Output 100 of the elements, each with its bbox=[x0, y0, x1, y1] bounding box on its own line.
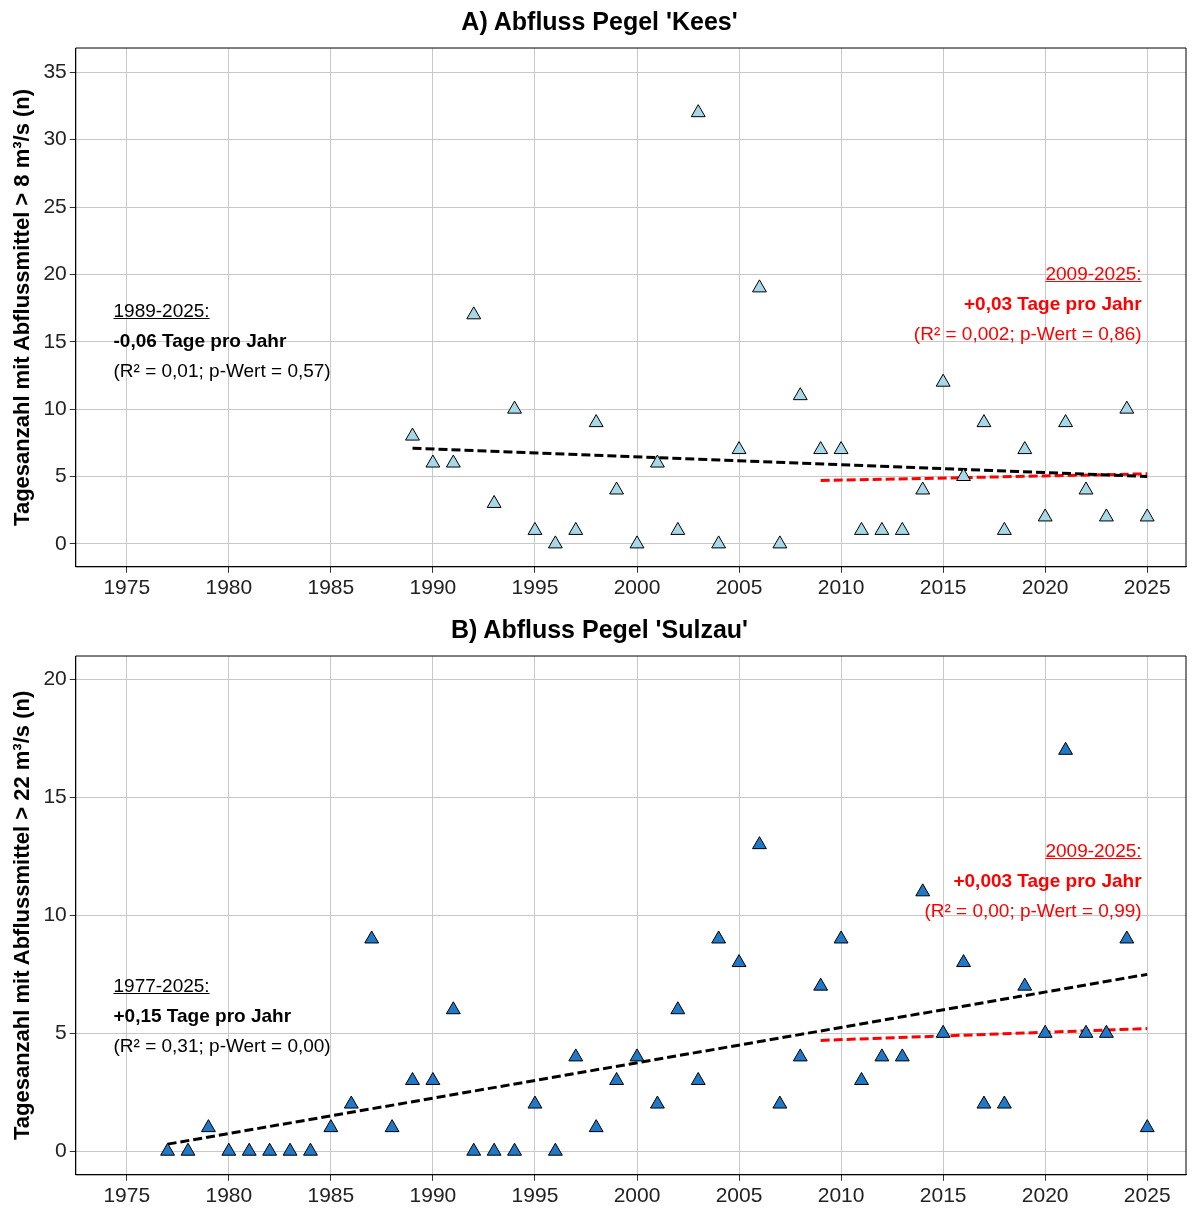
point bbox=[1058, 414, 1074, 428]
point bbox=[649, 454, 665, 468]
point bbox=[527, 1095, 543, 1109]
y-tick-label: 20 bbox=[43, 261, 67, 285]
point bbox=[445, 1001, 461, 1015]
point bbox=[915, 481, 931, 495]
point bbox=[303, 1142, 318, 1156]
x-tick-label: 1975 bbox=[103, 1183, 151, 1207]
x-tick-label: 1980 bbox=[205, 1183, 253, 1207]
y-tick-label: 35 bbox=[43, 59, 67, 83]
point bbox=[711, 535, 727, 549]
y-tick-label: 10 bbox=[43, 395, 67, 419]
point bbox=[996, 521, 1012, 535]
x-tick-label: 2000 bbox=[613, 575, 661, 599]
point bbox=[731, 954, 747, 968]
point bbox=[343, 1095, 359, 1109]
point bbox=[568, 1048, 584, 1062]
annotation: +0,15 Tage pro Jahr bbox=[113, 1004, 293, 1029]
point bbox=[915, 883, 931, 897]
point bbox=[425, 454, 441, 468]
x-tick-label: 2010 bbox=[817, 575, 865, 599]
x-tick-label: 1990 bbox=[409, 1183, 457, 1207]
point bbox=[609, 1071, 625, 1085]
annotation: 2009-2025: bbox=[1044, 262, 1142, 287]
point bbox=[1139, 508, 1155, 522]
point bbox=[1017, 977, 1033, 991]
point bbox=[609, 481, 625, 495]
point bbox=[547, 535, 563, 549]
y-tick-label: 0 bbox=[55, 530, 67, 554]
x-tick-label: 2015 bbox=[919, 575, 967, 599]
annotation: +0,003 Tage pro Jahr bbox=[952, 869, 1142, 894]
point bbox=[466, 1142, 482, 1156]
point bbox=[405, 1071, 420, 1085]
point bbox=[527, 521, 543, 535]
point bbox=[507, 400, 522, 414]
x-tick-label: 1985 bbox=[307, 575, 355, 599]
point bbox=[486, 494, 502, 508]
point bbox=[425, 1071, 441, 1085]
point bbox=[384, 1119, 400, 1133]
point bbox=[405, 427, 420, 441]
point bbox=[956, 954, 971, 968]
point bbox=[670, 521, 686, 535]
x-tick-label: 2005 bbox=[715, 1183, 763, 1207]
x-tick-label: 1980 bbox=[205, 575, 253, 599]
x-tick-label: 1995 bbox=[511, 575, 559, 599]
y-tick-label: 30 bbox=[43, 126, 67, 150]
point bbox=[649, 1095, 665, 1109]
y-tick-label: 15 bbox=[43, 784, 67, 808]
point bbox=[486, 1142, 502, 1156]
annotation: +0,03 Tage pro Jahr bbox=[963, 292, 1142, 317]
point bbox=[466, 306, 482, 320]
point bbox=[588, 1119, 604, 1133]
annotation: 1977-2025: bbox=[113, 974, 211, 999]
y-tick-label: 15 bbox=[43, 328, 67, 352]
x-tick-label: 1985 bbox=[307, 1183, 355, 1207]
point bbox=[282, 1142, 298, 1156]
point bbox=[1058, 741, 1074, 755]
point bbox=[956, 468, 971, 482]
point bbox=[323, 1119, 339, 1133]
x-tick-label: 1975 bbox=[103, 575, 151, 599]
point bbox=[976, 414, 992, 428]
point bbox=[894, 521, 910, 535]
x-tick-label: 2000 bbox=[613, 1183, 661, 1207]
x-tick-label: 2020 bbox=[1021, 1183, 1069, 1207]
point bbox=[1078, 481, 1094, 495]
point bbox=[752, 279, 767, 293]
point bbox=[813, 977, 829, 991]
point bbox=[690, 1071, 706, 1085]
annotation: (R² = 0,00; p-Wert = 0,99) bbox=[924, 899, 1142, 924]
chart-title: B) Abfluss Pegel 'Sulzau' bbox=[450, 614, 749, 643]
point bbox=[711, 930, 727, 944]
x-tick-label: 1995 bbox=[511, 1183, 559, 1207]
point bbox=[221, 1142, 237, 1156]
point bbox=[874, 1048, 890, 1062]
point bbox=[792, 1048, 808, 1062]
y-tick-label: 5 bbox=[55, 1020, 67, 1044]
point bbox=[1139, 1119, 1155, 1133]
point bbox=[160, 1142, 176, 1156]
point bbox=[690, 104, 706, 118]
point bbox=[1119, 930, 1135, 944]
point bbox=[772, 1095, 788, 1109]
x-tick-label: 2025 bbox=[1123, 575, 1171, 599]
point bbox=[894, 1048, 910, 1062]
point bbox=[670, 1001, 686, 1015]
point bbox=[568, 521, 584, 535]
point bbox=[874, 521, 890, 535]
y-tick-label: 5 bbox=[55, 463, 67, 487]
point bbox=[772, 535, 788, 549]
point bbox=[976, 1095, 992, 1109]
point bbox=[731, 441, 747, 455]
point bbox=[1098, 508, 1114, 522]
point bbox=[262, 1142, 278, 1156]
y-tick-label: 10 bbox=[43, 902, 67, 926]
point bbox=[1098, 1024, 1114, 1038]
point bbox=[507, 1142, 522, 1156]
x-tick-label: 2020 bbox=[1021, 575, 1069, 599]
point bbox=[935, 373, 951, 387]
x-tick-label: 2025 bbox=[1123, 1183, 1171, 1207]
point bbox=[445, 454, 461, 468]
point bbox=[1078, 1024, 1094, 1038]
